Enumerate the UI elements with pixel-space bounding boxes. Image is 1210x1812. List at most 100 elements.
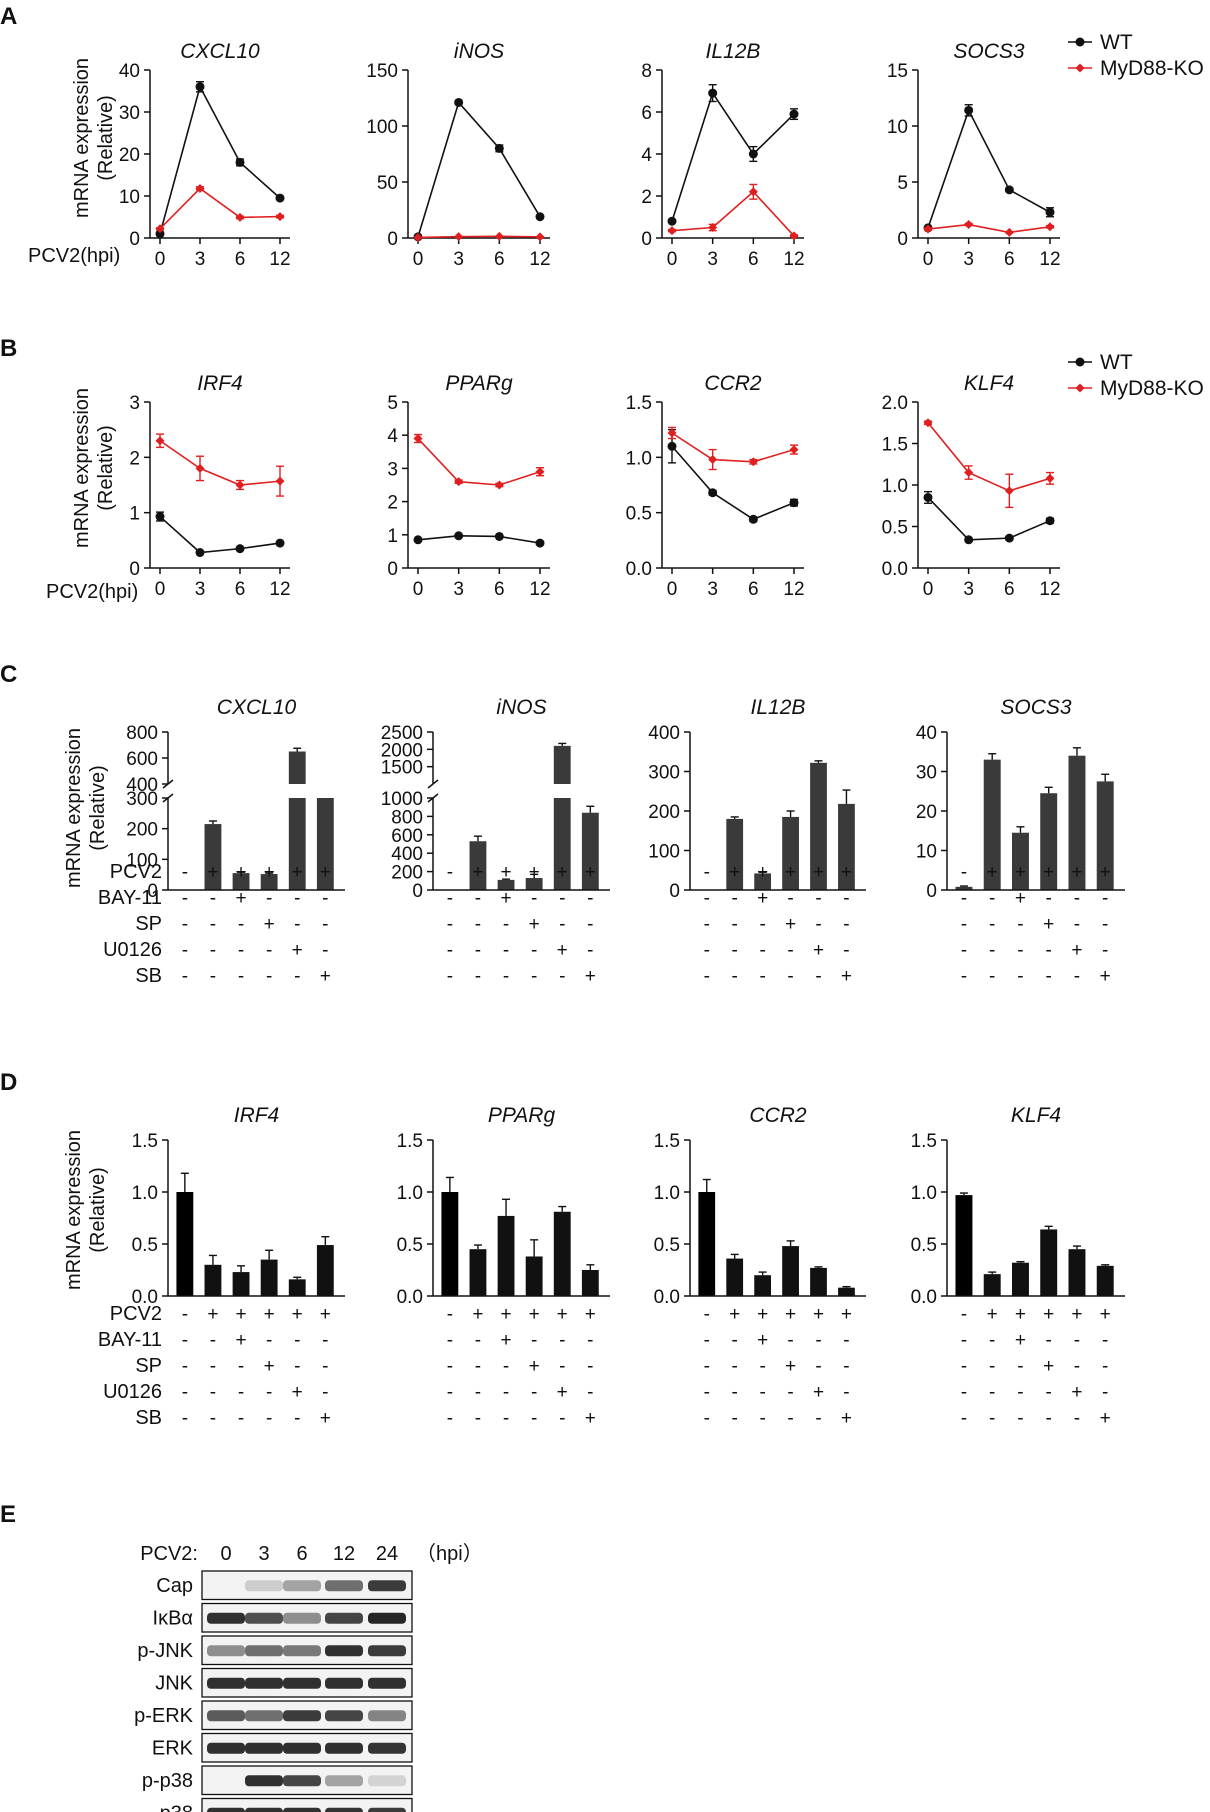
panel-c-chart-cxcl10-treatment-sign: + (320, 862, 331, 883)
panel-c-chart-socs3-treatment-sign: + (1100, 862, 1111, 883)
panel-d-chart-ccr2-treatment-sign: + (813, 1382, 824, 1403)
panel-d-chart-klf4-treatment-sign: + (1071, 1304, 1082, 1325)
panel-c-chart-cxcl10-treatment-sign: + (207, 862, 218, 883)
panel-c-chart-socs3-bar (1040, 793, 1058, 890)
panel-d-chart-klf4-treatment-sign: - (961, 1304, 967, 1325)
panel-c-chart-cxcl10-treatment-sign: - (322, 914, 328, 935)
panel-d-ylabel-line1: mRNA expression (63, 1130, 85, 1290)
panel-d-chart-ccr2-treatment-sign: - (732, 1356, 738, 1377)
panel-c-chart-cxcl10-treatment-sign: - (238, 940, 244, 961)
panel-d-chart-pparg-treatment-sign: - (503, 1382, 509, 1403)
panel-d-chart-pparg-treatment-sign: + (529, 1356, 540, 1377)
panel-d-chart-ccr2-treatment-sign: - (732, 1408, 738, 1429)
panel-b-chart-irf4-ytick-label: 2 (129, 448, 140, 469)
panel-c-chart-cxcl10-treatment-sign: + (235, 888, 246, 909)
panel-c-chart-socs3-treatment-sign: - (989, 940, 995, 961)
panel-c-chart-inos-ytick-label: 600 (391, 826, 423, 847)
panel-a-chart-inos-point-ko (535, 232, 545, 242)
panel-a-chart-il12b-point-wt (748, 149, 758, 159)
panel-d-chart-irf4-bar (260, 1259, 278, 1296)
panel-b-chart-klf4-ytick-label: 0.0 (882, 559, 908, 580)
panel-c-chart-socs3-treatment-sign: - (961, 914, 967, 935)
panel-d-chart-pparg-treatment-sign: - (587, 1330, 593, 1351)
panel-b-chart-ccr2-ytick-label: 0.0 (626, 559, 652, 580)
panel-b-chart-ccr2-series-wt-line (671, 445, 795, 521)
panel-c-chart-cxcl10-bar (316, 798, 334, 890)
panel-c-chart-il12b-treatment-sign: + (757, 888, 768, 909)
panel-d-chart-irf4-treatment-sign: + (320, 1408, 331, 1429)
panel-d-chart-pparg-bar (497, 1215, 515, 1296)
panel-a-chart-inos-xtick-label: 6 (494, 249, 505, 270)
panel-c-chart-inos-treatment-sign: + (557, 862, 568, 883)
panel-a-legend-ko-marker (1075, 63, 1085, 73)
panel-e-blot-label: p-p38 (142, 1770, 193, 1792)
panel-c-chart-cxcl10-treatment-sign: - (294, 914, 300, 935)
panel-d-chart-klf4-treatment-sign: + (1015, 1330, 1026, 1351)
panel-a-chart-inos-ytick-label: 150 (366, 61, 398, 82)
panel-a-chart-cxcl10-point-wt (155, 229, 165, 239)
panel-e-timepoint: 0 (220, 1543, 231, 1565)
panel-a-chart-inos-point-wt (494, 143, 504, 153)
panel-c-chart-inos-treatment-sign: - (475, 940, 481, 961)
panel-a-chart-cxcl10-ytick-label: 30 (119, 103, 140, 124)
panel-c-chart-il12b-ytick-label: 400 (648, 723, 680, 744)
panel-e-band (245, 1612, 283, 1624)
panel-d-chart-klf4-treatment-sign: - (961, 1408, 967, 1429)
panel-d-chart-pparg-bar (553, 1211, 571, 1296)
panel-d-chart-ccr2-treatment-sign: - (815, 1330, 821, 1351)
panel-c-chart-il12b-title: IL12B (751, 696, 806, 719)
panel-d-chart-irf4-treatment-sign: - (238, 1408, 244, 1429)
panel-e-band (283, 1580, 321, 1592)
panel-d-chart-klf4-bar (1040, 1229, 1058, 1296)
panel-c-chart-il12b-treatment-sign: - (787, 966, 793, 987)
panel-c-chart-inos-ytick-label: 200 (391, 863, 423, 884)
panel-a-chart-inos-ytick-label: 0 (387, 229, 398, 250)
panel-c-chart-inos-treatment-sign: + (585, 966, 596, 987)
panel-c-chart-il12b-treatment-sign: - (759, 966, 765, 987)
panel-b-chart-irf4-point-wt (155, 512, 165, 522)
panel-c-row-label: U0126 (103, 939, 162, 961)
panel-c-chart-socs3-treatment-sign: - (1074, 888, 1080, 909)
panel-d-chart-irf4-treatment-sign: + (292, 1382, 303, 1403)
panel-c-chart-inos-treatment-sign: - (447, 888, 453, 909)
panel-d-chart-irf4-treatment-sign: + (264, 1304, 275, 1325)
panel-b-chart-pparg-ytick-label: 3 (387, 459, 398, 480)
panel-c-chart-cxcl10-treatment-sign: - (322, 888, 328, 909)
panel-c-chart-inos-treatment-sign: - (475, 914, 481, 935)
panel-b-chart-irf4-xtick-label: 0 (155, 579, 166, 600)
panel-c-chart-cxcl10-bar (288, 798, 306, 890)
panel-d-chart-pparg-treatment-sign: - (587, 1356, 593, 1377)
panel-b-chart-klf4-xtick-label: 0 (923, 579, 934, 600)
panel-b-chart-irf4-ytick-label: 3 (129, 393, 140, 414)
panel-a-chart-cxcl10-point-ko (275, 212, 285, 222)
panel-b-chart-ccr2-point-wt (748, 514, 758, 524)
panel-c-chart-inos-treatment-sign: - (559, 914, 565, 935)
panel-a-chart-il12b-xtick-label: 0 (667, 249, 678, 270)
panel-e-band (368, 1645, 406, 1657)
panel-c-chart-il12b-treatment-sign: - (787, 940, 793, 961)
panel-c-chart-il12b-treatment-sign: - (815, 888, 821, 909)
panel-a-chart-il12b-point-ko (708, 223, 718, 232)
panel-a-chart-cxcl10-point-wt (275, 193, 285, 203)
panel-e-band (207, 1645, 245, 1657)
panel-c-row-label: SB (135, 965, 162, 987)
panel-a-chart-socs3-point-wt (1004, 185, 1014, 195)
panel-b-chart-klf4-title: KLF4 (964, 372, 1014, 395)
panel-d-chart-klf4-ytick-label: 1.0 (911, 1183, 937, 1204)
panel-c-chart-il12b-treatment-sign: - (815, 966, 821, 987)
panel-d-chart-irf4-treatment-sign: + (235, 1330, 246, 1351)
panel-d-chart-klf4-treatment-sign: - (961, 1330, 967, 1351)
panel-b-chart-klf4-point-ko (923, 418, 933, 428)
panel-c-chart-socs3-ytick-label: 40 (916, 723, 937, 744)
panel-c-chart-socs3-treatment-sign: + (1043, 862, 1054, 883)
panel-d-chart-ccr2-treatment-sign: + (757, 1330, 768, 1351)
panel-a-chart-il12b-ytick-label: 2 (641, 187, 652, 208)
panel-e-band (325, 1710, 363, 1722)
panel-e-band (325, 1775, 363, 1787)
panel-d-chart-irf4-bar (316, 1245, 334, 1296)
panel-c-chart-socs3-bar (955, 886, 973, 890)
panel-a-chart-il12b-point-ko (667, 226, 677, 236)
panel-a-chart-cxcl10-ytick-label: 40 (119, 61, 140, 82)
panel-e-band (325, 1742, 363, 1754)
